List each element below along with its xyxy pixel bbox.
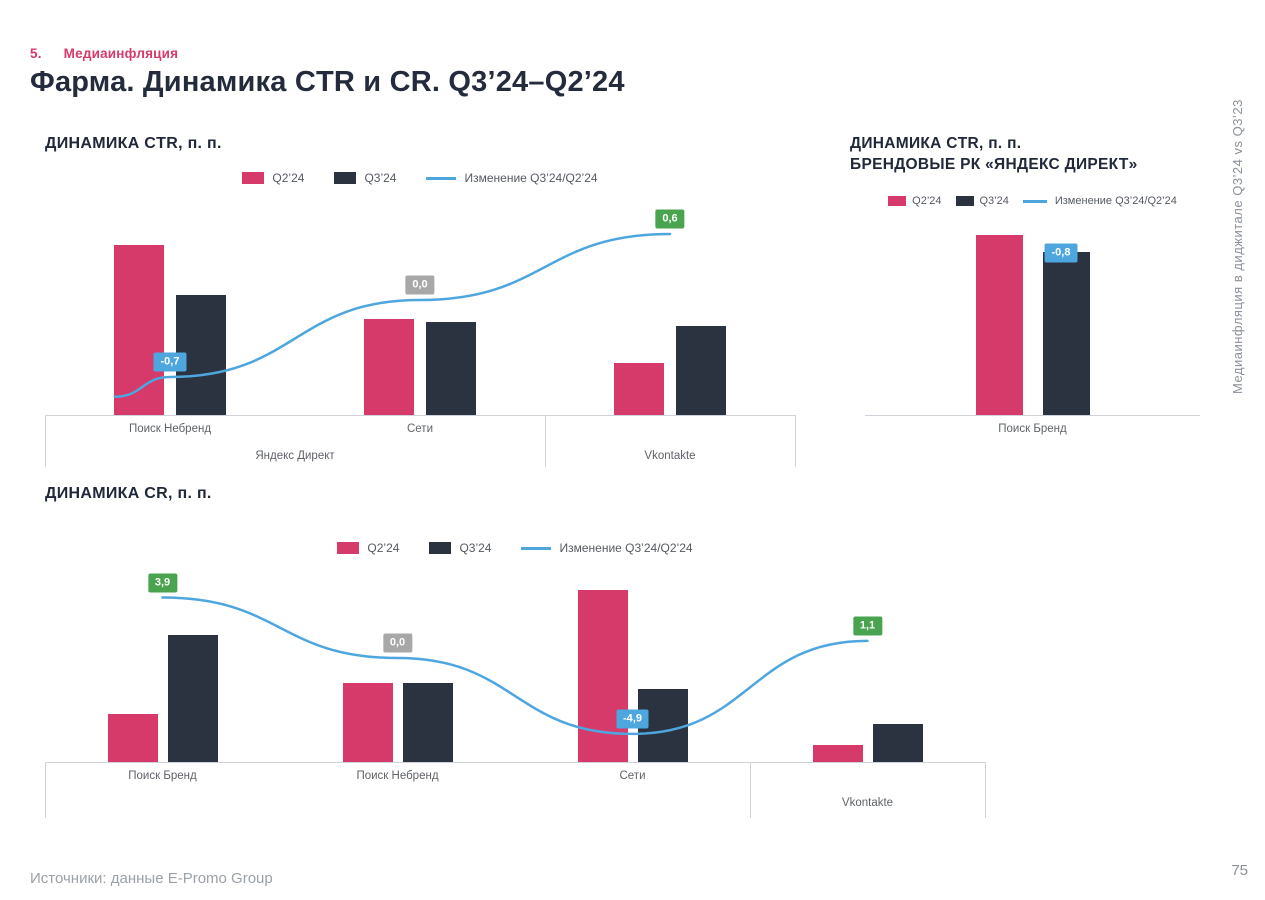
axis-label: Поиск Бренд [128,770,197,782]
page-number: 75 [1231,862,1248,879]
change-line-swatch-icon [1022,199,1047,203]
section-kicker: 5. Медиаинфляция [30,46,178,61]
axis-tick [795,415,796,467]
change-line [161,596,869,736]
plot-area: 3,9 0,0 -4,9 1,1 [45,560,985,763]
change-badge: -0,8 [1044,243,1078,263]
axis-group-label: Vkontakte [644,450,696,462]
bar-q2 [107,713,158,762]
legend-item-q2: Q2’24 [242,171,304,185]
legend-item-change: Изменение Q3’24/Q2’24 [521,541,693,555]
bar-q2 [614,363,664,415]
category-axis: Поиск Небренд Сети Яндекс Директ Vkontakte [45,415,796,467]
legend-item-change: Изменение Q3’24/Q2’24 [1022,195,1177,207]
bar-q2 [812,744,863,762]
chart-title: ДИНАМИКА CR, п. п. [45,485,212,502]
change-badge: 0,6 [655,209,685,229]
legend-label-q3: Q3’24 [979,195,1009,207]
side-note: Медиаинфляция в диджитале Q3’24 vs Q3’23 [1230,99,1245,394]
legend-label-change: Изменение Q3’24/Q2’24 [1054,195,1177,207]
axis-group-label: Vkontakte [841,797,894,809]
chart-legend: Q2’24 Q3’24 Изменение Q3’24/Q2’24 [45,171,795,185]
legend-item-change: Изменение Q3’24/Q2’24 [426,171,598,185]
bar-q2 [342,683,393,762]
chart-legend: Q2’24 Q3’24 Изменение Q3’24/Q2’24 [865,195,1200,207]
chart-cr-dynamics: ДИНАМИКА CR, п. п. Q2’24 Q3’24 Изменение… [30,485,1000,825]
legend-label-q3: Q3’24 [364,171,397,185]
plot-area: -0,8 [865,212,1200,416]
axis-tick [750,762,751,818]
footer-source: Источники: данные E-Promo Group [30,870,273,887]
page-title: Фарма. Динамика CTR и CR. Q3’24–Q2’24 [30,66,625,98]
q2-swatch-icon [888,196,907,206]
legend-item-q3: Q3’24 [334,171,396,185]
legend-label-q2: Q2’24 [912,195,942,207]
bar-q3 [676,325,726,415]
legend-label-q2: Q2’24 [367,541,400,555]
q3-swatch-icon [955,196,974,206]
legend-item-q3: Q3’24 [429,541,491,555]
bar-q3 [426,321,476,415]
change-badge: 3,9 [147,573,178,593]
legend-label-change: Изменение Q3’24/Q2’24 [559,541,693,555]
bar-q3 [402,683,453,762]
bar-q3 [1042,252,1090,415]
chart-subtitle: БРЕНДОВЫЕ РК «ЯНДЕКС ДИРЕКТ» [850,156,1138,173]
legend-item-q2: Q2’24 [888,195,942,207]
axis-tick [45,415,46,467]
section-label: Медиаинфляция [63,46,179,61]
q2-swatch-icon [242,172,265,184]
axis-group-label: Яндекс Директ [255,450,335,462]
change-badge: 1,1 [852,616,883,636]
axis-label: Поиск Бренд [998,423,1067,435]
change-badge: 0,0 [382,633,413,653]
axis-label: Поиск Небренд [356,770,439,782]
plot-area: -0,7 0,0 0,6 [45,185,795,416]
chart-title: ДИНАМИКА CTR, п. п. [45,135,222,152]
change-badge: -0,7 [153,352,187,372]
bar-q3 [872,723,923,762]
bar-q2 [975,235,1023,415]
axis-label: Сети [619,770,646,782]
change-badge: -4,9 [616,709,649,729]
chart-legend: Q2’24 Q3’24 Изменение Q3’24/Q2’24 [45,541,985,555]
category-axis: Поиск Бренд Поиск Небренд Сети Vkontakte [45,762,986,818]
bar-q3 [167,634,218,762]
change-badge: 0,0 [405,275,435,295]
chart-title: ДИНАМИКА CTR, п. п. [850,135,1022,152]
legend-item-q2: Q2’24 [337,541,399,555]
axis-tick [985,762,986,818]
axis-label: Сети [406,423,434,435]
chart-ctr-dynamics: ДИНАМИКА CTR, п. п. Q2’24 Q3’24 Изменени… [30,135,810,480]
axis-tick [545,415,546,467]
section-number: 5. [30,46,42,61]
axis-label: Поиск Небренд [128,423,212,435]
chart-ctr-brand-dynamics: ДИНАМИКА CTR, п. п. БРЕНДОВЫЕ РК «ЯНДЕКС… [850,135,1215,480]
legend-item-q3: Q3’24 [955,195,1009,207]
legend-label-q3: Q3’24 [459,541,492,555]
change-line-swatch-icon [521,546,552,550]
q3-swatch-icon [334,172,357,184]
axis-tick [45,762,46,818]
change-line-swatch-icon [426,176,457,180]
q2-swatch-icon [337,542,360,554]
change-line [113,232,672,398]
legend-label-q2: Q2’24 [272,171,305,185]
bar-q2 [364,319,414,415]
category-axis: Поиск Бренд [865,415,1200,445]
q3-swatch-icon [429,542,452,554]
legend-label-change: Изменение Q3’24/Q2’24 [464,171,598,185]
bar-q2 [114,245,164,415]
